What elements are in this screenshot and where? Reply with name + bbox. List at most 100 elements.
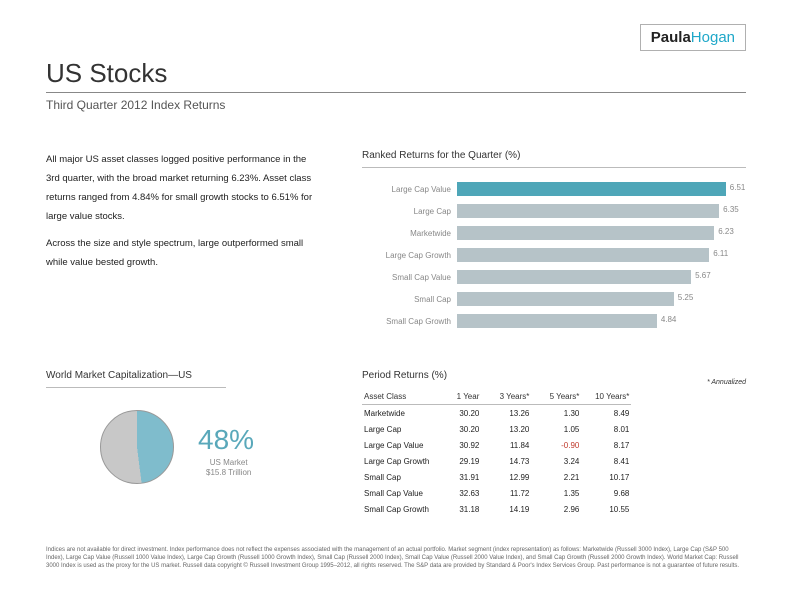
bar-label: Large Cap Value — [362, 185, 457, 194]
brand-logo: PaulaHogan — [640, 24, 746, 51]
table-header: 1 Year — [431, 389, 481, 405]
table-cell: 30.92 — [431, 437, 481, 453]
table-cell: 12.99 — [481, 469, 531, 485]
table-cell: 9.68 — [581, 485, 631, 501]
table-cell: 10.17 — [581, 469, 631, 485]
table-cell: -0.90 — [531, 437, 581, 453]
table-cell: 8.49 — [581, 405, 631, 422]
table-header: 10 Years* — [581, 389, 631, 405]
table-cell: Marketwide — [362, 405, 431, 422]
bar-label: Marketwide — [362, 229, 457, 238]
bar-fill — [457, 270, 691, 284]
ranked-chart-title: Ranked Returns for the Quarter (%) — [362, 150, 520, 161]
bar-value: 4.84 — [661, 315, 677, 324]
pie-sub-1: US Market — [210, 458, 248, 467]
table-row: Large Cap Growth29.1914.733.248.41 — [362, 453, 631, 469]
table-cell: 30.20 — [431, 405, 481, 422]
table-cell: 13.20 — [481, 421, 531, 437]
bar-fill — [457, 248, 709, 262]
bar-row: Marketwide 6.23 — [362, 222, 746, 244]
capitalization-title: World Market Capitalization—US — [46, 370, 192, 381]
period-returns-title: Period Returns (%) — [362, 370, 447, 381]
pie-subtext: US Market $15.8 Trillion — [206, 458, 251, 479]
bar-row: Small Cap Value5.67 — [362, 266, 746, 288]
table-cell: Large Cap Growth — [362, 453, 431, 469]
bar-row: Large Cap 6.35 — [362, 200, 746, 222]
table-cell: 8.41 — [581, 453, 631, 469]
capitalization-rule — [46, 387, 226, 388]
table-cell: 14.73 — [481, 453, 531, 469]
table-cell: 10.55 — [581, 501, 631, 517]
table-row: Small Cap31.9112.992.2110.17 — [362, 469, 631, 485]
table-cell: 2.96 — [531, 501, 581, 517]
table-cell: 11.84 — [481, 437, 531, 453]
page-subtitle: Third Quarter 2012 Index Returns — [46, 98, 225, 112]
bar-value: 6.11 — [713, 249, 728, 258]
bar-fill — [457, 204, 719, 218]
logo-last: Hogan — [691, 29, 735, 46]
table-cell: 14.19 — [481, 501, 531, 517]
table-cell: 30.20 — [431, 421, 481, 437]
table-header: 5 Years* — [531, 389, 581, 405]
bar-track: 5.25 — [457, 292, 746, 306]
page-title: US Stocks — [46, 58, 167, 89]
table-cell: 1.05 — [531, 421, 581, 437]
table-cell: 1.30 — [531, 405, 581, 422]
table-row: Large Cap Value30.9211.84-0.908.17 — [362, 437, 631, 453]
bar-label: Large Cap Growth — [362, 251, 457, 260]
table-row: Small Cap Value32.6311.721.359.68 — [362, 485, 631, 501]
bar-fill — [457, 292, 674, 306]
table-cell: 29.19 — [431, 453, 481, 469]
ranked-chart-rule — [362, 167, 746, 168]
bar-row: Large Cap Value 6.51 — [362, 178, 746, 200]
table-cell: 3.24 — [531, 453, 581, 469]
bar-track: 6.51 — [457, 182, 746, 196]
bar-track: 6.35 — [457, 204, 746, 218]
table-cell: 31.91 — [431, 469, 481, 485]
table-row: Marketwide30.2013.261.308.49 — [362, 405, 631, 422]
bar-track: 4.84 — [457, 314, 746, 328]
bar-row: Large Cap Growth 6.11 — [362, 244, 746, 266]
period-returns-table: Asset Class1 Year3 Years*5 Years*10 Year… — [362, 389, 631, 517]
table-cell: 1.35 — [531, 485, 581, 501]
bar-track: 5.67 — [457, 270, 746, 284]
bar-label: Small Cap Growth — [362, 317, 457, 326]
bar-fill — [457, 226, 714, 240]
summary-text: All major US asset classes logged positi… — [46, 150, 316, 280]
pie-percent: 48% — [198, 424, 254, 456]
paragraph: All major US asset classes logged positi… — [46, 150, 316, 226]
bar-value: 6.35 — [723, 205, 739, 214]
bar-row: Small Cap 5.25 — [362, 288, 746, 310]
bar-value: 6.51 — [730, 183, 746, 192]
table-cell: 32.63 — [431, 485, 481, 501]
logo-first: Paula — [651, 29, 691, 46]
pie-sub-2: $15.8 Trillion — [206, 468, 251, 477]
bar-label: Large Cap — [362, 207, 457, 216]
table-cell: 2.21 — [531, 469, 581, 485]
table-cell: Small Cap Value — [362, 485, 431, 501]
bar-fill — [457, 182, 726, 196]
table-header: 3 Years* — [481, 389, 531, 405]
footnote-text: Indices are not available for direct inv… — [46, 547, 746, 570]
table-cell: 31.18 — [431, 501, 481, 517]
bar-value: 6.23 — [718, 227, 734, 236]
table-cell: 8.01 — [581, 421, 631, 437]
title-rule — [46, 92, 746, 93]
bar-track: 6.23 — [457, 226, 746, 240]
table-cell: Large Cap — [362, 421, 431, 437]
bar-fill — [457, 314, 657, 328]
table-cell: Large Cap Value — [362, 437, 431, 453]
paragraph: Across the size and style spectrum, larg… — [46, 234, 316, 272]
bar-label: Small Cap — [362, 295, 457, 304]
table-header: Asset Class — [362, 389, 431, 405]
bar-label: Small Cap Value — [362, 273, 457, 282]
pie-chart — [100, 410, 174, 484]
table-row: Large Cap30.2013.201.058.01 — [362, 421, 631, 437]
ranked-bar-chart: Large Cap Value 6.51 Large Cap 6.35 Marketwi… — [362, 178, 746, 332]
table-cell: 8.17 — [581, 437, 631, 453]
table-cell: 13.26 — [481, 405, 531, 422]
bar-row: Small Cap Growth 4.84 — [362, 310, 746, 332]
annualized-note: * Annualized — [707, 379, 746, 386]
bar-value: 5.25 — [678, 293, 694, 302]
pie-slice — [100, 410, 174, 484]
